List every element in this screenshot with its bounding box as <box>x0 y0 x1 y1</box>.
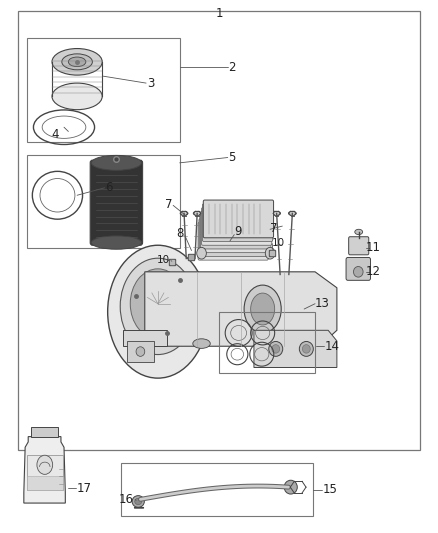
Text: 15: 15 <box>322 483 337 496</box>
Bar <box>27 38 180 142</box>
Text: 10: 10 <box>157 255 170 264</box>
Ellipse shape <box>120 258 195 354</box>
Ellipse shape <box>136 347 145 357</box>
Text: 2: 2 <box>228 61 235 74</box>
FancyBboxPatch shape <box>198 222 268 260</box>
FancyBboxPatch shape <box>203 200 274 238</box>
Ellipse shape <box>273 211 281 215</box>
Ellipse shape <box>251 293 275 325</box>
Circle shape <box>37 455 53 474</box>
Ellipse shape <box>91 156 141 170</box>
Ellipse shape <box>284 480 297 494</box>
Text: 16: 16 <box>119 493 134 506</box>
Polygon shape <box>127 341 153 362</box>
Ellipse shape <box>193 211 201 215</box>
Bar <box>27 477 63 490</box>
Bar <box>121 463 313 516</box>
Ellipse shape <box>180 211 188 215</box>
Ellipse shape <box>135 498 142 505</box>
Ellipse shape <box>91 236 141 249</box>
Text: 9: 9 <box>234 225 242 238</box>
Bar <box>31 427 58 437</box>
Text: 7: 7 <box>165 198 172 211</box>
Polygon shape <box>254 330 337 368</box>
Text: 11: 11 <box>366 241 381 254</box>
FancyBboxPatch shape <box>199 219 269 256</box>
Ellipse shape <box>62 54 92 70</box>
Bar <box>18 11 420 450</box>
FancyBboxPatch shape <box>201 207 272 245</box>
Text: 5: 5 <box>228 151 235 164</box>
FancyBboxPatch shape <box>346 257 371 280</box>
Ellipse shape <box>299 342 313 357</box>
Ellipse shape <box>68 57 86 67</box>
Text: 7: 7 <box>270 222 278 235</box>
Ellipse shape <box>244 285 281 333</box>
Text: 8: 8 <box>177 227 184 239</box>
Ellipse shape <box>193 339 210 349</box>
Polygon shape <box>145 272 337 346</box>
Ellipse shape <box>355 229 363 235</box>
Text: 14: 14 <box>325 340 339 353</box>
Text: 10: 10 <box>272 238 286 247</box>
Text: 17: 17 <box>77 482 92 495</box>
Ellipse shape <box>353 266 363 277</box>
Text: 13: 13 <box>315 297 330 310</box>
Ellipse shape <box>130 269 185 338</box>
Polygon shape <box>24 437 65 503</box>
Ellipse shape <box>269 342 283 357</box>
Bar <box>27 455 63 490</box>
Ellipse shape <box>108 245 208 378</box>
Bar <box>219 312 315 373</box>
Text: 1: 1 <box>215 7 223 20</box>
Polygon shape <box>123 330 166 346</box>
FancyBboxPatch shape <box>202 204 273 241</box>
Bar <box>27 155 180 248</box>
Ellipse shape <box>197 247 206 259</box>
Ellipse shape <box>52 83 102 110</box>
Text: 6: 6 <box>106 181 113 195</box>
FancyBboxPatch shape <box>349 237 369 255</box>
FancyBboxPatch shape <box>201 211 271 249</box>
Ellipse shape <box>52 49 102 75</box>
Text: 12: 12 <box>366 265 381 278</box>
Ellipse shape <box>272 345 280 353</box>
Ellipse shape <box>265 247 275 259</box>
Text: 3: 3 <box>147 77 154 90</box>
FancyBboxPatch shape <box>90 160 143 245</box>
Ellipse shape <box>302 345 310 353</box>
Text: 4: 4 <box>51 128 58 141</box>
Ellipse shape <box>132 496 145 507</box>
Ellipse shape <box>288 211 296 215</box>
FancyBboxPatch shape <box>200 215 270 253</box>
